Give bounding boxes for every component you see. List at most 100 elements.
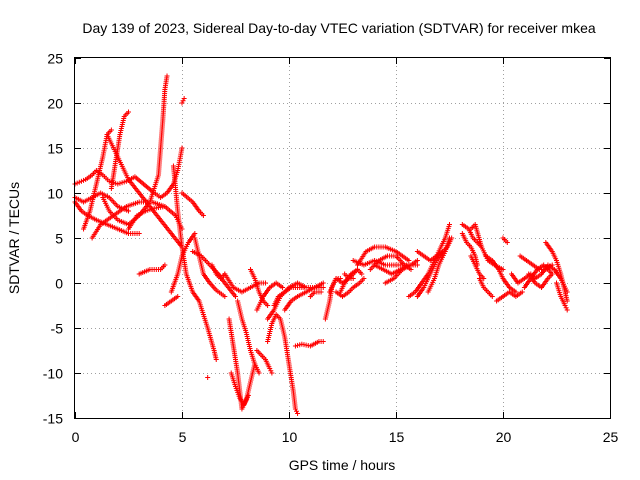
series-track-48 <box>459 231 480 268</box>
data-point <box>500 267 506 272</box>
y-tick-label: 5 <box>55 231 63 247</box>
data-point <box>564 307 570 313</box>
series-track-26 <box>247 267 271 308</box>
data-point <box>320 280 326 286</box>
series-track-21 <box>228 370 251 407</box>
series-track-17 <box>192 235 228 299</box>
data-point <box>293 408 299 414</box>
series-track-9 <box>126 204 185 232</box>
series-track-44 <box>414 235 455 299</box>
series-track-53 <box>494 289 525 304</box>
chart-title: Day 139 of 2023, Sidereal Day-to-day VTE… <box>82 20 595 36</box>
data-point <box>200 213 206 218</box>
series-track-12 <box>179 96 187 106</box>
series-track-42 <box>382 258 420 286</box>
plot-frame <box>74 57 611 419</box>
data-point <box>136 231 142 236</box>
data-point <box>359 271 365 277</box>
y-tick-label: 20 <box>47 96 63 112</box>
series-track-37 <box>342 271 356 281</box>
data-point <box>179 145 185 151</box>
data-point <box>562 303 568 308</box>
x-tick-label: 25 <box>603 429 619 445</box>
series-track-10 <box>136 262 168 277</box>
data-point <box>563 305 569 311</box>
data-point <box>213 357 219 362</box>
gridlines <box>75 58 610 418</box>
data-point <box>414 262 420 268</box>
data-point <box>361 276 367 281</box>
y-tick-label: -15 <box>43 411 63 427</box>
series-track-46 <box>425 235 452 295</box>
series-track-58 <box>526 271 555 290</box>
series-track-2 <box>72 199 142 236</box>
x-tick-label: 10 <box>282 429 298 445</box>
data-point <box>564 298 570 304</box>
data-point <box>164 73 170 79</box>
data-point <box>108 127 114 133</box>
series-track-22 <box>235 298 262 376</box>
data-point <box>350 276 356 281</box>
data-point <box>256 370 262 376</box>
data-point <box>268 368 274 374</box>
data-point <box>175 294 181 299</box>
data-point <box>513 289 519 295</box>
data-point <box>179 100 185 106</box>
data-point <box>549 271 555 277</box>
data-point <box>292 406 298 412</box>
data-point <box>320 339 326 344</box>
data-point <box>414 258 420 263</box>
data-point <box>126 109 131 115</box>
series-track-5 <box>104 132 185 250</box>
data-point <box>408 267 414 272</box>
y-tick-label: -10 <box>43 366 63 382</box>
data-point <box>320 285 326 290</box>
series-track-61 <box>554 280 570 313</box>
data-point <box>295 411 301 416</box>
data-point <box>504 240 510 245</box>
data-point <box>269 370 275 376</box>
data-point <box>447 222 452 227</box>
series-track-30 <box>282 280 326 313</box>
data-point <box>126 208 131 214</box>
data-point <box>245 393 251 398</box>
series-track-39 <box>354 244 412 268</box>
data-point <box>233 294 238 299</box>
data-point <box>447 235 452 241</box>
data-point <box>205 375 211 380</box>
series-track-14 <box>168 231 198 295</box>
data-point <box>549 262 555 268</box>
series-track-15 <box>179 190 206 218</box>
series-track-8 <box>72 190 131 214</box>
series-track-25 <box>254 280 286 313</box>
data-point <box>280 285 286 290</box>
data-point <box>481 276 487 281</box>
data-point <box>519 289 525 295</box>
data-point <box>265 303 271 308</box>
data-point <box>180 98 186 104</box>
series-track-50 <box>468 253 487 281</box>
data-point <box>337 276 343 281</box>
axis-ticks <box>75 58 611 419</box>
y-tick-label: 0 <box>55 276 63 292</box>
x-tick-label: 15 <box>389 429 405 445</box>
y-tick-labels: 25 20 15 10 5 0 -5 -10 -15 <box>43 51 63 427</box>
x-tick-label: 20 <box>496 429 512 445</box>
x-tick-labels: 0 5 10 15 20 25 <box>72 429 619 445</box>
series-track-13 <box>170 163 219 362</box>
x-axis-title: GPS time / hours <box>289 457 396 473</box>
series-track-31 <box>292 339 326 349</box>
x-tick-label: 5 <box>179 429 187 445</box>
series-track-51 <box>476 276 495 299</box>
data-point <box>222 294 228 299</box>
x-tick-label: 0 <box>72 429 80 445</box>
data-marks <box>72 73 570 416</box>
series-track-32 <box>307 289 324 299</box>
data-point <box>489 294 495 299</box>
series-track-27 <box>265 312 301 416</box>
series-track-54 <box>500 235 510 245</box>
data-point <box>318 289 324 295</box>
series-track-24 <box>254 348 275 376</box>
data-point <box>162 262 168 268</box>
